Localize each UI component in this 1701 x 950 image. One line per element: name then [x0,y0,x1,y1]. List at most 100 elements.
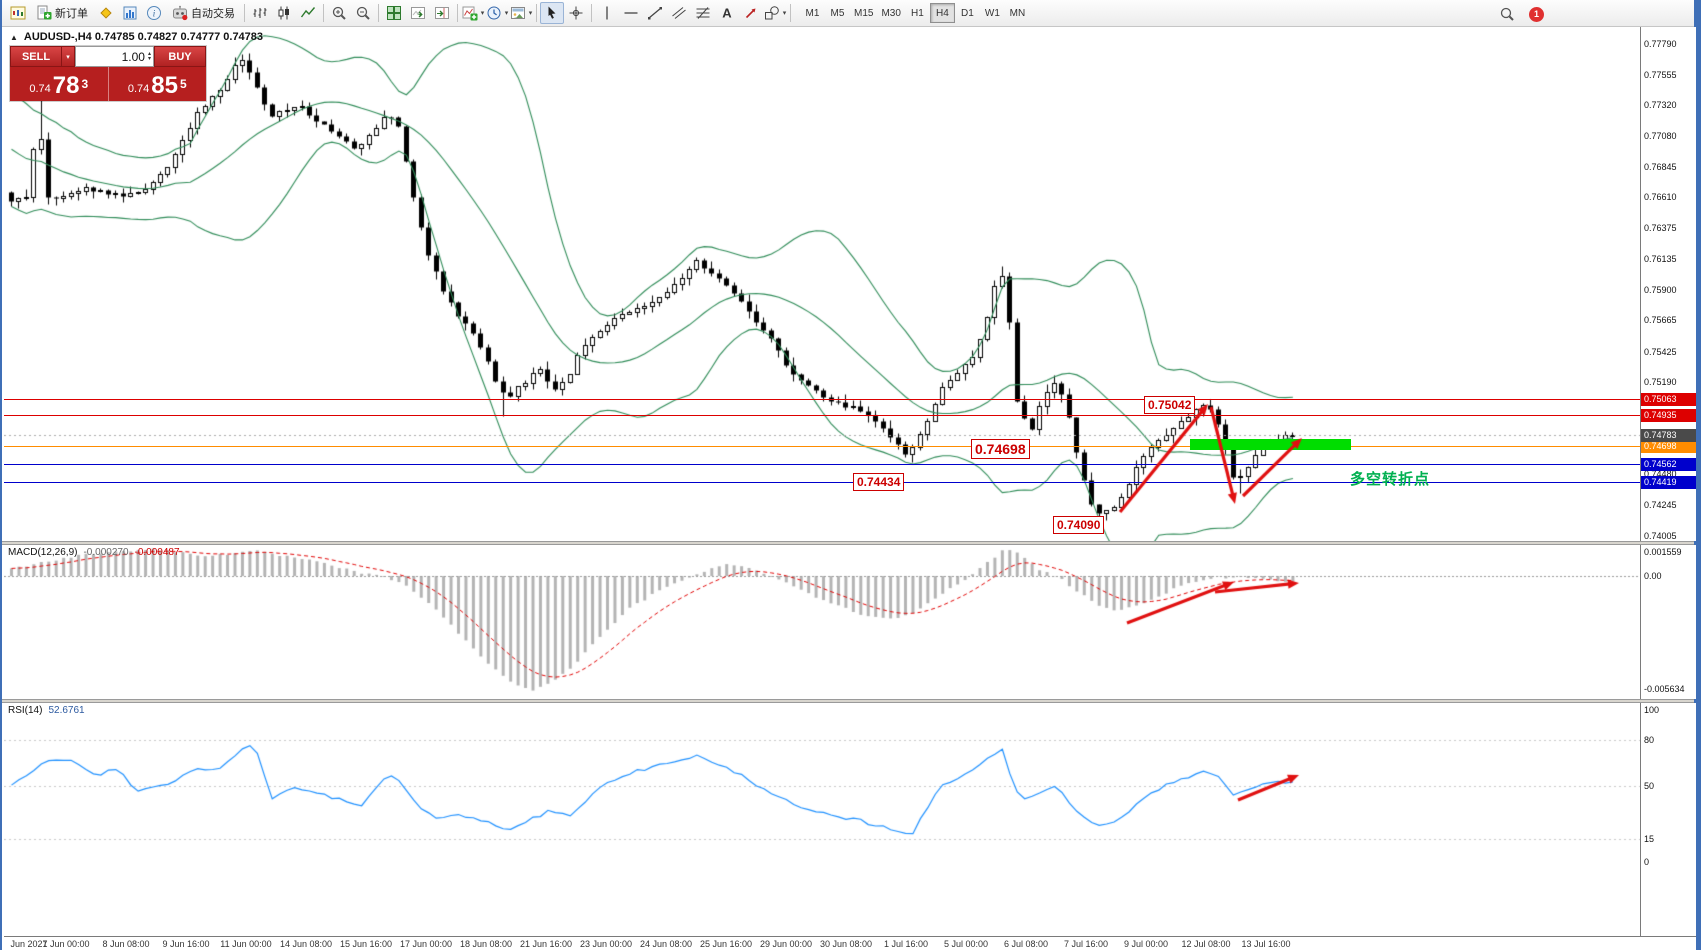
toolbar-separator [536,4,537,22]
macd-signal-value: -0.000487 [134,547,180,558]
rsi-tick-label: 50 [1644,781,1655,791]
zoom-in-button[interactable] [327,2,351,24]
line-chart-button[interactable] [296,2,320,24]
svg-text:A: A [722,6,732,21]
price-axis[interactable]: 0.77790 0.77555 0.77320 0.77080 0.76845 0.766… [1640,27,1696,541]
panel-separator[interactable] [2,699,1694,703]
fibonacci-button[interactable] [691,2,715,24]
volume-field[interactable]: 1.00 ▴ ▾ [75,46,154,67]
buy-button[interactable]: BUY [154,46,206,67]
text-button[interactable]: A [715,2,739,24]
zoom-out-button[interactable] [351,2,375,24]
notification-badge[interactable]: 1 [1529,6,1544,22]
timeframe-m1[interactable]: M1 [805,7,820,19]
horizontal-line-object[interactable] [4,464,1640,465]
panel-separator[interactable] [2,541,1694,545]
autotrading-button-label: 自动交易 [191,8,235,20]
sell-button[interactable]: SELL [10,46,62,67]
bar-chart-button[interactable] [248,2,272,24]
periods-button[interactable]: ▾ [485,2,509,24]
dropdown-caret-icon: ▾ [480,10,485,17]
arrows-button[interactable] [739,2,763,24]
time-label: 17 Jun 00:00 [399,939,453,949]
support-zone-highlight[interactable] [1190,439,1351,450]
app-icon[interactable] [6,2,30,24]
sell-options-caret[interactable]: ▾ [62,46,75,67]
time-label: 18 Jun 08:00 [459,939,513,949]
timeframe-m15[interactable]: M15 [854,7,874,19]
timeframe-m5[interactable]: M5 [830,7,845,19]
price-tick-label: 0.77320 [1644,100,1677,111]
macd-canvas[interactable] [4,545,1640,699]
price-tick-label: 0.75425 [1644,346,1677,357]
timeframe-m30[interactable]: M30 [881,7,901,19]
volume-down-icon[interactable]: ▾ [147,55,151,62]
sell-price-big: 78 [52,72,80,99]
channel-button[interactable] [667,2,691,24]
dropdown-caret-icon: ▾ [528,10,533,17]
price-tick-label: 0.76375 [1644,223,1677,233]
templates-button[interactable]: ▾ [509,2,533,24]
price-label-object[interactable]: 0.74434 [853,473,905,491]
horizontal-line-object[interactable] [4,446,1640,447]
timeframe-h1[interactable]: H1 [911,7,924,19]
timeframe-w1[interactable]: W1 [984,7,1000,19]
indicators-button[interactable]: ▾ [461,2,485,24]
horizontal-line-button[interactable] [619,2,643,24]
vertical-line-button[interactable] [595,2,619,24]
timeframe-d1[interactable]: D1 [961,7,974,19]
time-axis[interactable]: Jun 2021 7 Jun 00:00 8 Jun 08:00 9 Jun 16:0… [4,936,1696,950]
price-tick-label: 0.76610 [1644,192,1677,203]
volume-value: 1.00 [121,49,145,64]
price-label-object[interactable]: 0.75042 [1144,396,1196,414]
data-window-button[interactable]: i [142,2,166,24]
time-label: 11 Jun 00:00 [220,939,272,949]
axis-price-tag: 0.74562 [1641,457,1696,471]
macd-axis[interactable]: 0.001559 0.00 -0.005634 [1640,545,1696,699]
buy-price-button[interactable]: 0.74 85 5 [108,67,206,101]
time-label: 29 Jun 00:00 [759,939,813,949]
candle-chart-button[interactable] [272,2,296,24]
cursor-button[interactable] [540,2,564,24]
horizontal-line-object[interactable] [4,415,1640,416]
toolbar-separator [790,4,791,22]
crosshair-button[interactable] [564,2,588,24]
chart-shift-button[interactable] [430,2,454,24]
axis-price-tag: 0.74419 [1641,476,1696,490]
price-tick-label: 0.76135 [1644,254,1677,265]
price-label-object[interactable]: 0.74698 [971,439,1030,459]
autotrading-button[interactable]: 自动交易 [166,2,241,24]
toolbar-separator [378,4,379,22]
axis-price-tag: 0.75063 [1641,392,1696,406]
search-icon[interactable] [1495,3,1519,25]
sell-price-sup: 3 [81,77,89,91]
one-click-trading-panel: SELL ▾ 1.00 ▴ ▾ BUY 0.74 78 3 0.74 85 5 [10,46,206,101]
one-click-collapse-icon[interactable]: ▲ [10,32,18,42]
auto-scroll-button[interactable] [406,2,430,24]
timeframe-toolbar: M1 M5 M15 M30 H1 H4 D1 W1 MN [800,3,1030,23]
rsi-canvas[interactable] [4,703,1640,936]
rsi-axis[interactable]: 100 80 50 15 0 [1640,703,1696,936]
shapes-button[interactable]: ▾ [763,2,787,24]
time-label: 7 Jul 16:00 [1063,939,1109,949]
time-label: 6 Jul 08:00 [1003,939,1049,949]
time-label: 30 Jun 08:00 [819,939,873,949]
time-label: 9 Jul 00:00 [1123,939,1169,949]
pivot-annotation-text[interactable]: 多空转折点 [1350,471,1431,488]
timeframe-h4[interactable]: H4 [929,3,955,23]
tile-windows-button[interactable] [382,2,406,24]
market-watch-button[interactable] [118,2,142,24]
buy-price-big: 85 [151,72,178,99]
toolbar-separator [457,4,458,22]
volume-stepper[interactable]: ▴ ▾ [147,51,151,62]
metaeditor-button[interactable] [94,2,118,24]
horizontal-line-object[interactable] [4,399,1640,400]
new-order-button[interactable]: 新订单 [30,2,94,24]
time-label: 8 Jun 08:00 [102,939,150,949]
sell-price-button[interactable]: 0.74 78 3 [10,67,109,101]
price-label-object[interactable]: 0.74090 [1053,516,1105,534]
time-label: 1 Jul 16:00 [883,939,929,949]
timeframe-mn[interactable]: MN [1009,7,1026,19]
trendline-button[interactable] [643,2,667,24]
